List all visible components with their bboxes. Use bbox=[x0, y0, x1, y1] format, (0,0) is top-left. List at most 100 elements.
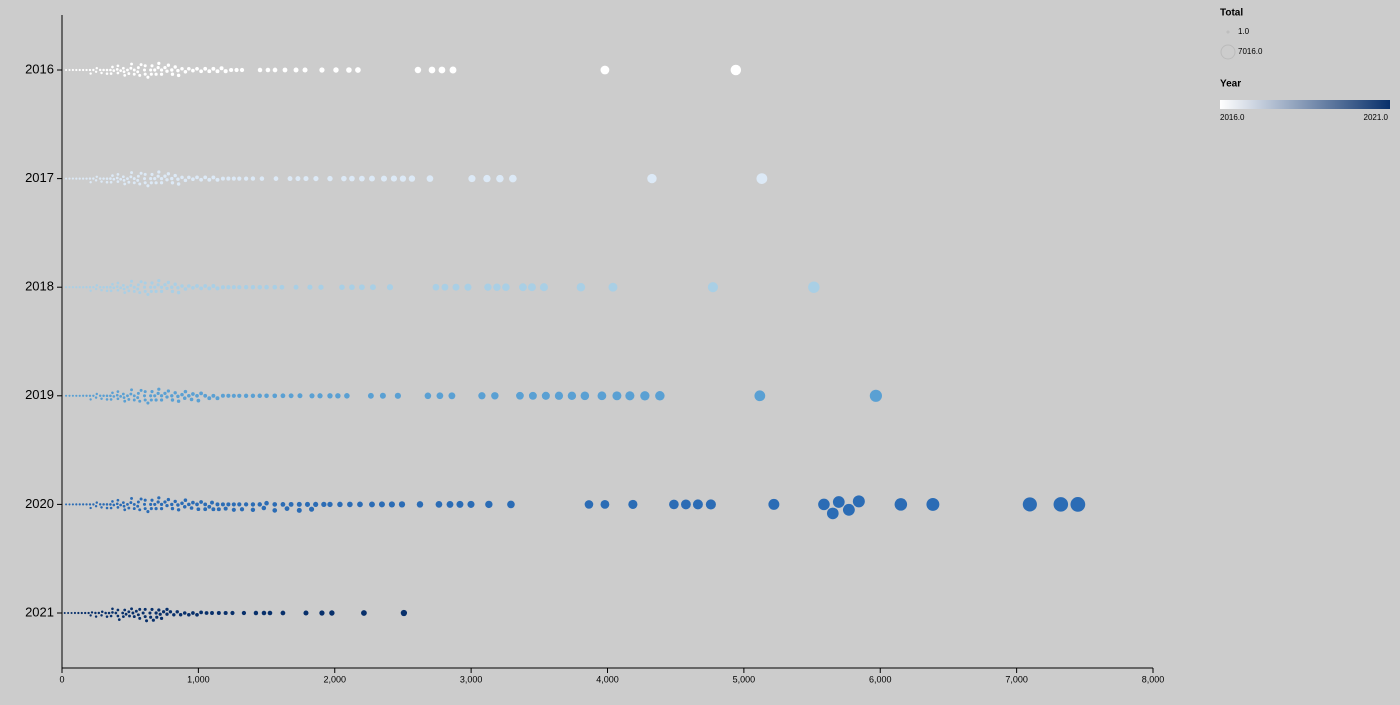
dot bbox=[272, 508, 278, 513]
dot bbox=[102, 503, 105, 506]
dot bbox=[94, 504, 98, 508]
dot bbox=[808, 281, 820, 293]
dot bbox=[272, 284, 278, 290]
dot bbox=[438, 66, 446, 74]
dot bbox=[210, 500, 214, 505]
dot bbox=[116, 506, 120, 509]
dot bbox=[196, 398, 201, 403]
dot bbox=[163, 174, 167, 178]
dot bbox=[138, 508, 142, 512]
dot bbox=[612, 391, 622, 401]
dot bbox=[178, 613, 183, 617]
dot bbox=[139, 63, 143, 67]
dot bbox=[105, 180, 109, 184]
dot bbox=[173, 65, 177, 69]
dot bbox=[187, 67, 191, 71]
dot bbox=[130, 496, 133, 500]
dot bbox=[150, 172, 154, 176]
dot bbox=[95, 284, 98, 287]
color-legend-bar bbox=[1220, 100, 1390, 109]
dot bbox=[100, 71, 103, 75]
dot bbox=[157, 170, 161, 174]
dot bbox=[105, 177, 109, 180]
dot bbox=[250, 285, 256, 290]
dot bbox=[175, 610, 179, 614]
dot bbox=[121, 66, 125, 70]
dot bbox=[296, 501, 302, 507]
dot bbox=[98, 177, 102, 180]
dot bbox=[379, 392, 386, 399]
dot bbox=[119, 177, 123, 181]
dot bbox=[165, 395, 169, 399]
dot bbox=[390, 175, 398, 182]
dot bbox=[424, 392, 432, 400]
dot bbox=[132, 285, 136, 289]
dot bbox=[359, 175, 365, 182]
dot bbox=[68, 177, 71, 180]
dot bbox=[388, 501, 395, 508]
dot bbox=[327, 393, 333, 399]
dot bbox=[136, 66, 140, 70]
dot bbox=[105, 68, 109, 72]
dot bbox=[223, 506, 228, 511]
x-tick-label: 2,000 bbox=[323, 674, 346, 684]
dot bbox=[187, 613, 191, 617]
dot bbox=[216, 507, 221, 512]
dot bbox=[239, 67, 245, 73]
dot bbox=[869, 389, 882, 402]
dot bbox=[293, 284, 299, 290]
dot bbox=[176, 503, 180, 507]
dot bbox=[170, 394, 174, 398]
dot bbox=[327, 501, 333, 508]
dot bbox=[109, 285, 112, 289]
dot bbox=[191, 392, 195, 396]
dot bbox=[195, 175, 199, 180]
dot bbox=[89, 181, 92, 184]
dot bbox=[215, 177, 220, 182]
dot bbox=[146, 401, 150, 405]
dot bbox=[149, 289, 153, 293]
dot bbox=[288, 501, 294, 507]
dot bbox=[166, 280, 171, 285]
x-tick-label: 4,000 bbox=[596, 674, 619, 684]
dot bbox=[67, 611, 70, 615]
dot bbox=[203, 66, 208, 71]
size-legend-label: 7016.0 bbox=[1238, 47, 1263, 56]
dot bbox=[369, 175, 375, 182]
dot bbox=[148, 611, 152, 615]
dot bbox=[195, 66, 199, 71]
dot bbox=[349, 284, 355, 291]
dot bbox=[195, 612, 199, 617]
dot bbox=[170, 72, 175, 76]
y-tick-label: 2021 bbox=[25, 604, 54, 619]
dot bbox=[107, 611, 111, 615]
dot bbox=[154, 507, 158, 511]
dot bbox=[317, 393, 323, 399]
dot bbox=[210, 611, 214, 615]
dot bbox=[170, 502, 174, 507]
dot bbox=[203, 284, 208, 288]
dot bbox=[102, 177, 105, 180]
dot bbox=[68, 68, 71, 72]
dot bbox=[199, 177, 203, 182]
dot bbox=[528, 283, 536, 292]
dot bbox=[123, 508, 127, 512]
dot bbox=[156, 283, 160, 287]
dot bbox=[257, 393, 262, 399]
dot bbox=[146, 292, 150, 296]
dot bbox=[243, 285, 249, 290]
dot bbox=[452, 283, 460, 291]
dot bbox=[119, 503, 123, 507]
dot bbox=[191, 177, 195, 182]
dot bbox=[100, 614, 103, 617]
dot bbox=[92, 68, 95, 72]
color-legend-min: 2016.0 bbox=[1220, 113, 1245, 122]
dot bbox=[826, 507, 839, 520]
dot bbox=[203, 502, 208, 507]
y-tick-label: 2018 bbox=[25, 279, 54, 294]
dot bbox=[123, 399, 127, 403]
dot bbox=[73, 611, 77, 615]
dot bbox=[692, 499, 703, 510]
dot bbox=[496, 174, 504, 183]
dot bbox=[121, 284, 125, 287]
